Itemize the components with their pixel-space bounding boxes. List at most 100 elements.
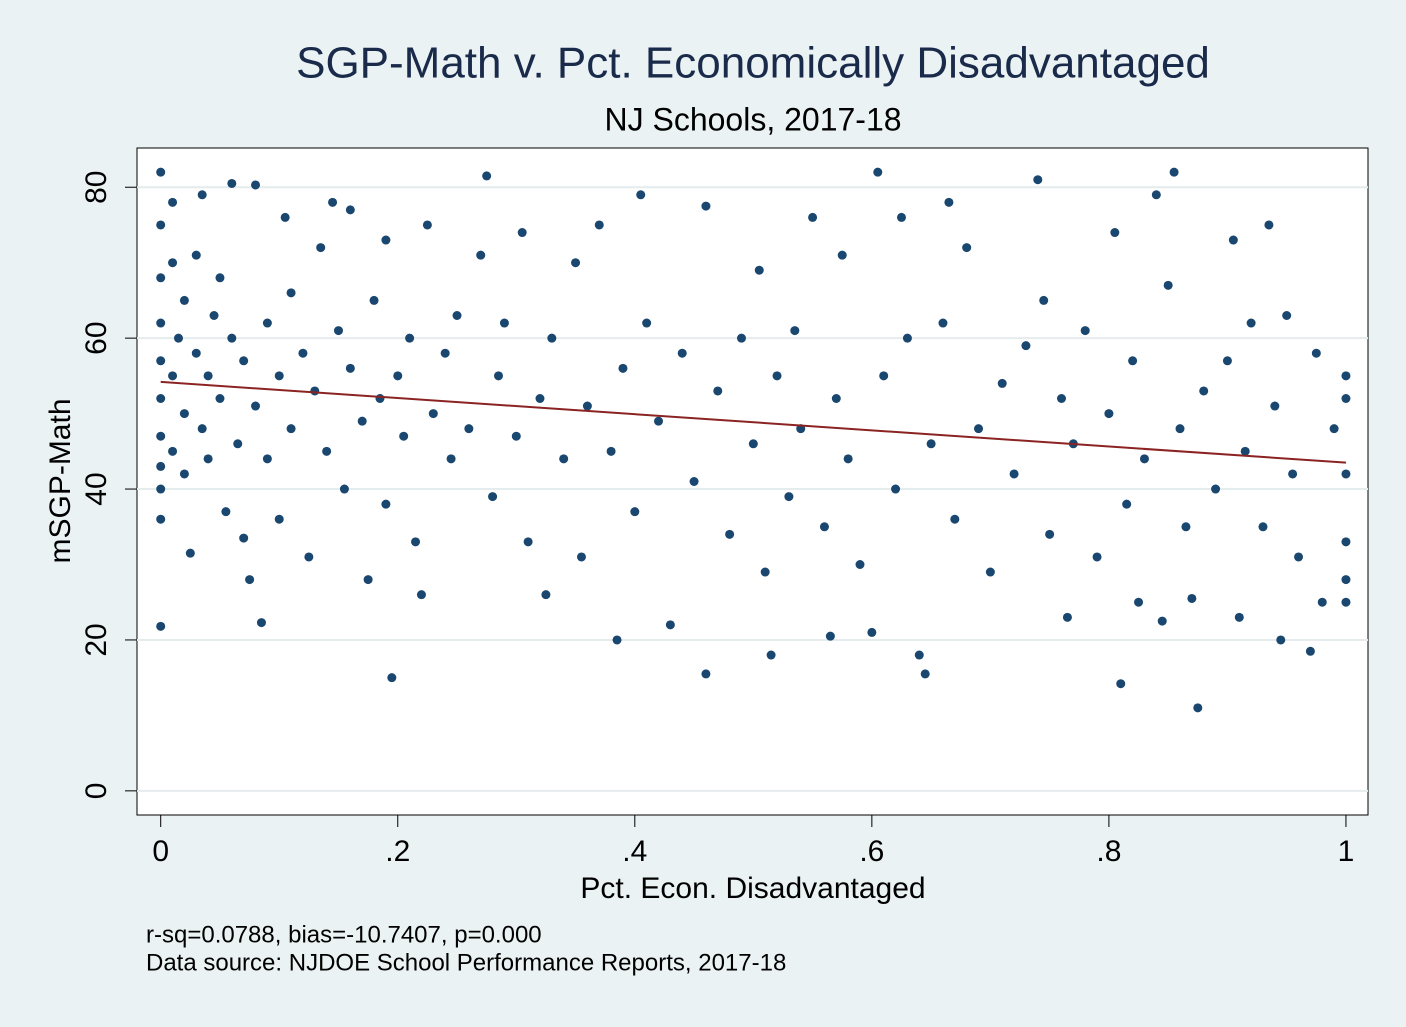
point [227, 333, 237, 343]
point [541, 590, 551, 600]
point [156, 431, 166, 441]
point [1270, 401, 1280, 411]
point [280, 212, 290, 222]
point [974, 424, 984, 434]
point [571, 258, 581, 268]
point [914, 650, 924, 660]
point [582, 401, 592, 411]
point [1045, 529, 1055, 539]
point [156, 273, 166, 283]
point [1157, 616, 1167, 626]
point [654, 416, 664, 426]
point [168, 446, 178, 456]
point [1169, 167, 1179, 177]
point [985, 567, 995, 577]
x-tick-label: .8 [1096, 835, 1121, 868]
point [262, 318, 272, 328]
point [1163, 280, 1173, 290]
point [488, 492, 498, 502]
point [156, 461, 166, 471]
point [464, 424, 474, 434]
point [950, 514, 960, 524]
point [173, 333, 183, 343]
point [387, 673, 397, 683]
point [855, 559, 865, 569]
point [1104, 409, 1114, 419]
point [251, 180, 261, 190]
point [920, 669, 930, 679]
point [559, 454, 569, 464]
point [322, 446, 332, 456]
point [1341, 597, 1351, 607]
y-tick-label: 80 [80, 171, 113, 204]
point [375, 394, 385, 404]
point [422, 220, 432, 230]
point [1222, 356, 1232, 366]
point [517, 228, 527, 238]
point [203, 371, 213, 381]
point [1341, 469, 1351, 479]
point [156, 394, 166, 404]
point [1187, 593, 1197, 603]
point [576, 552, 586, 562]
point [1234, 612, 1244, 622]
point [440, 348, 450, 358]
point [345, 205, 355, 215]
point [369, 295, 379, 305]
point [168, 258, 178, 268]
x-tick-label: .2 [385, 835, 410, 868]
point [452, 311, 462, 321]
y-tick-label: 60 [80, 321, 113, 354]
point [156, 514, 166, 524]
point [239, 356, 249, 366]
point [1288, 469, 1298, 479]
point [191, 250, 201, 260]
point [179, 469, 189, 479]
point [772, 371, 782, 381]
point [274, 514, 284, 524]
point [665, 620, 675, 630]
point [997, 378, 1007, 388]
point [1246, 318, 1256, 328]
point [843, 454, 853, 464]
point [873, 167, 883, 177]
point [1116, 679, 1126, 689]
point [179, 409, 189, 419]
point [233, 439, 243, 449]
point [689, 477, 699, 486]
fit-line [160, 380, 1347, 464]
point [1033, 175, 1043, 185]
point [1264, 220, 1274, 230]
point [328, 197, 338, 207]
point [156, 484, 166, 494]
point [381, 235, 391, 245]
point [1181, 522, 1191, 532]
point [1276, 635, 1286, 645]
point [825, 631, 835, 641]
point [179, 295, 189, 305]
point [381, 499, 391, 509]
point [1110, 228, 1120, 238]
plot-area [136, 147, 1369, 816]
point [339, 484, 349, 494]
point [1151, 190, 1161, 200]
point [476, 250, 486, 260]
point [286, 424, 296, 434]
point [902, 333, 912, 343]
point [891, 484, 901, 494]
point [399, 431, 409, 441]
point [1009, 469, 1019, 479]
point [701, 201, 711, 211]
point [156, 167, 166, 177]
point [1305, 646, 1315, 656]
point [630, 507, 640, 517]
point [618, 363, 628, 373]
point [1317, 597, 1327, 607]
point [197, 424, 207, 434]
point [867, 627, 877, 637]
point [239, 533, 249, 543]
point [784, 492, 794, 502]
point [523, 537, 533, 547]
point [725, 529, 735, 539]
